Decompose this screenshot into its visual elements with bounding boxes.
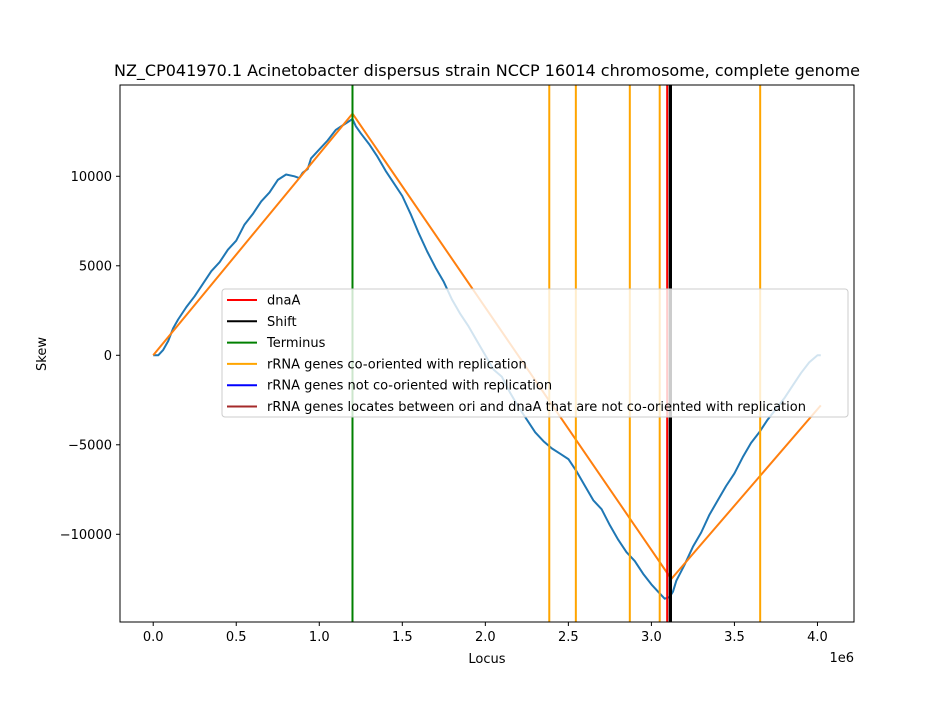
x-tick-label: 0.5 [226, 630, 247, 645]
x-tick-label: 4.0 [807, 630, 828, 645]
x-tick-label: 3.5 [724, 630, 745, 645]
x-tick-label: 1.5 [392, 630, 413, 645]
legend-label: dnaA [267, 294, 300, 309]
x-tick-label: 2.0 [475, 630, 496, 645]
legend-label: rRNA genes not co-oriented with replicat… [267, 379, 552, 394]
x-tick-label: 0.0 [143, 630, 164, 645]
legend: dnaA Shift Terminus rRNA genes co-oriented … [221, 288, 849, 418]
y-axis-label: Skew [35, 337, 50, 371]
y-axis-ticks: −10000 −5000 0 5000 10000 [60, 170, 120, 543]
legend-label: Terminus [266, 336, 326, 351]
plot-frame [119, 84, 855, 623]
x-tick-label: 1.0 [309, 630, 330, 645]
y-tick-label: −5000 [68, 438, 112, 453]
legend-label: rRNA genes locates between ori and dnaA … [267, 400, 806, 415]
x-axis-ticks: 0.0 0.5 1.0 1.5 2.0 2.5 3.0 3.5 4.0 [143, 622, 828, 645]
x-tick-label: 2.5 [558, 630, 579, 645]
y-tick-label: 10000 [71, 170, 112, 185]
chart-title: NZ_CP041970.1 Acinetobacter dispersus st… [114, 61, 860, 81]
y-tick-label: −10000 [60, 528, 112, 543]
legend-box [221, 288, 849, 418]
y-tick-label: 0 [104, 349, 112, 364]
legend-label: Shift [267, 315, 297, 330]
x-axis-label: Locus [468, 652, 505, 667]
y-tick-label: 5000 [79, 259, 112, 274]
x-tick-label: 3.0 [641, 630, 662, 645]
x-axis-offset-label: 1e6 [829, 651, 854, 666]
legend-label: rRNA genes co-oriented with replication [267, 357, 527, 372]
